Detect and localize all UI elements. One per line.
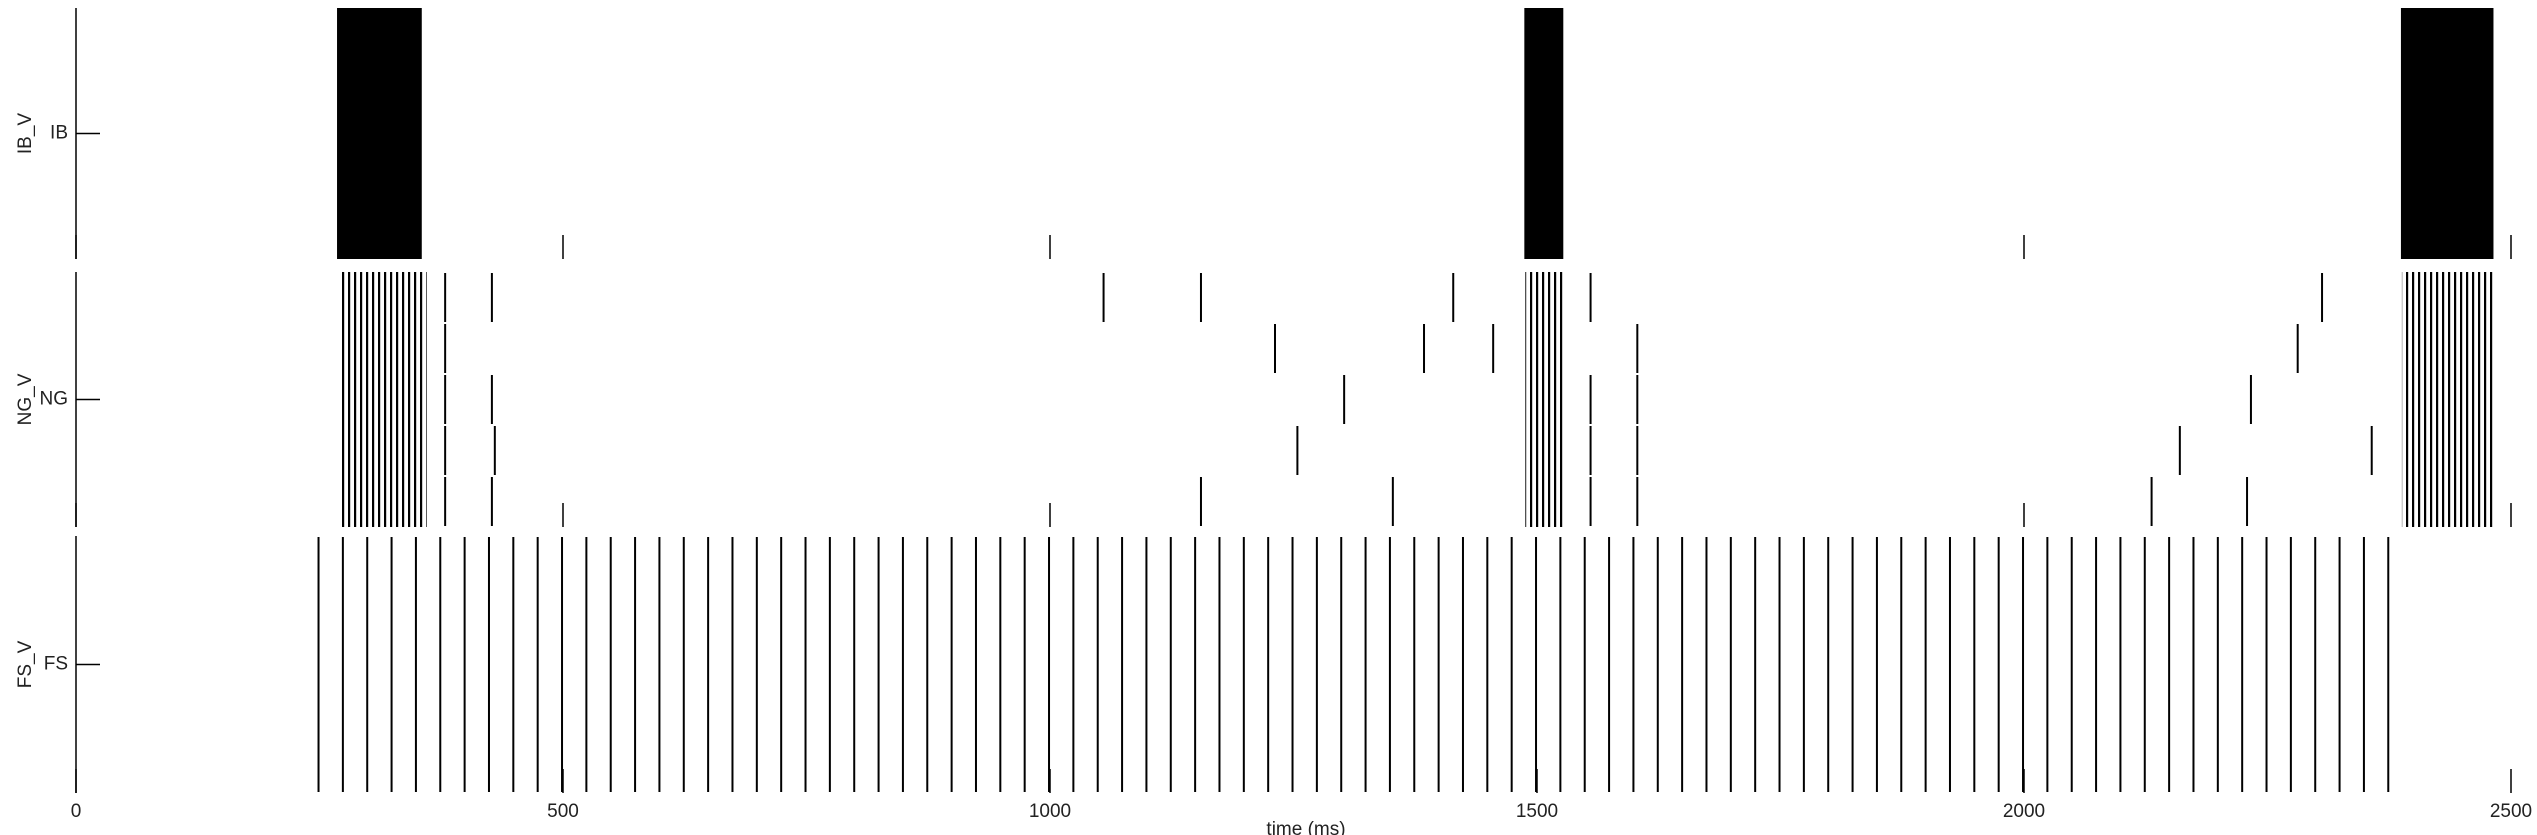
y-tick-label: FS	[44, 654, 68, 675]
y-axis-label: FS_V	[15, 640, 36, 688]
burst	[338, 272, 427, 527]
x-tick-label: 2000	[2003, 801, 2045, 822]
x-axis-label: time (ms)	[1266, 819, 1345, 835]
burst	[2401, 272, 2494, 527]
x-tick-label: 1500	[1516, 801, 1558, 822]
x-tick-label: 500	[547, 801, 579, 822]
burst	[1525, 272, 1565, 527]
x-tick-label: 0	[71, 801, 82, 822]
burst	[1524, 8, 1564, 259]
x-tick-label: 1000	[1029, 801, 1071, 822]
y-tick-label: IB	[50, 123, 68, 144]
y-axis-label: IB_V	[15, 113, 36, 155]
burst	[337, 8, 422, 259]
burst	[2400, 8, 2494, 259]
y-axis-label: NG_V	[15, 373, 36, 425]
x-tick-label: 2500	[2490, 801, 2532, 822]
y-tick-label: NG	[40, 389, 69, 410]
